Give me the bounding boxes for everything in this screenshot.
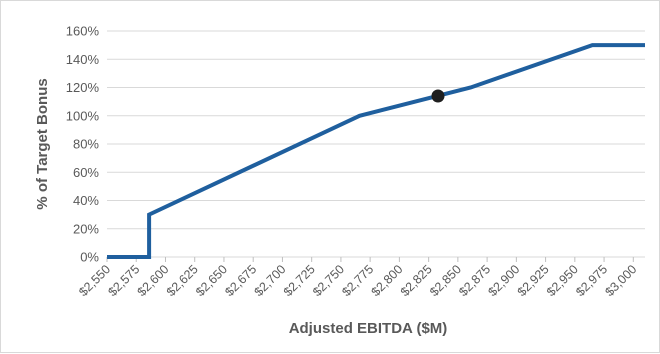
marker-group (431, 89, 445, 103)
x-tick-label: $2,650 (193, 262, 230, 299)
x-axis-ticks: $2,550$2,575$2,600$2,625$2,650$2,675$2,7… (76, 257, 639, 299)
series-line (107, 43, 645, 259)
y-tick-label: 80% (73, 137, 99, 152)
x-tick-label: $2,625 (164, 262, 201, 299)
x-axis-title: Adjusted EBITDA ($M) (289, 320, 448, 337)
y-tick-label: 140% (66, 52, 100, 67)
y-tick-label: 100% (66, 108, 100, 123)
x-tick-label: $2,875 (456, 262, 493, 299)
x-tick-label: $2,575 (105, 262, 142, 299)
y-tick-label: 60% (73, 165, 99, 180)
series-group (107, 43, 645, 259)
x-tick-label: $2,675 (222, 262, 259, 299)
x-tick-label: $2,900 (486, 262, 523, 299)
y-axis-ticks: 0% 20% 40% 60% 80% 100% 120% 140% 160% (66, 24, 100, 265)
y-tick-label: 0% (80, 250, 99, 265)
y-axis-title: % of Target Bonus (34, 78, 51, 209)
x-tick-label: $2,925 (515, 262, 552, 299)
x-tick-label: $2,550 (76, 262, 113, 299)
data-point-marker (431, 89, 445, 103)
x-tick-label: $2,700 (252, 262, 289, 299)
x-tick-label: $2,600 (135, 262, 172, 299)
x-tick-label: $2,975 (573, 262, 610, 299)
y-tick-label: 120% (66, 80, 100, 95)
x-tick-label: $2,850 (427, 262, 464, 299)
x-tick-label: $2,750 (310, 262, 347, 299)
x-tick-label: $2,725 (281, 262, 318, 299)
y-tick-label: 160% (66, 24, 100, 39)
gridlines (107, 30, 645, 258)
y-tick-label: 40% (73, 193, 99, 208)
y-tick-label: 20% (73, 221, 99, 236)
x-tick-label: $2,825 (398, 262, 435, 299)
x-tick-label: $2,950 (544, 262, 581, 299)
x-tick-label: $3,000 (602, 262, 639, 299)
x-tick-label: $2,800 (369, 262, 406, 299)
x-tick-label: $2,775 (339, 262, 376, 299)
